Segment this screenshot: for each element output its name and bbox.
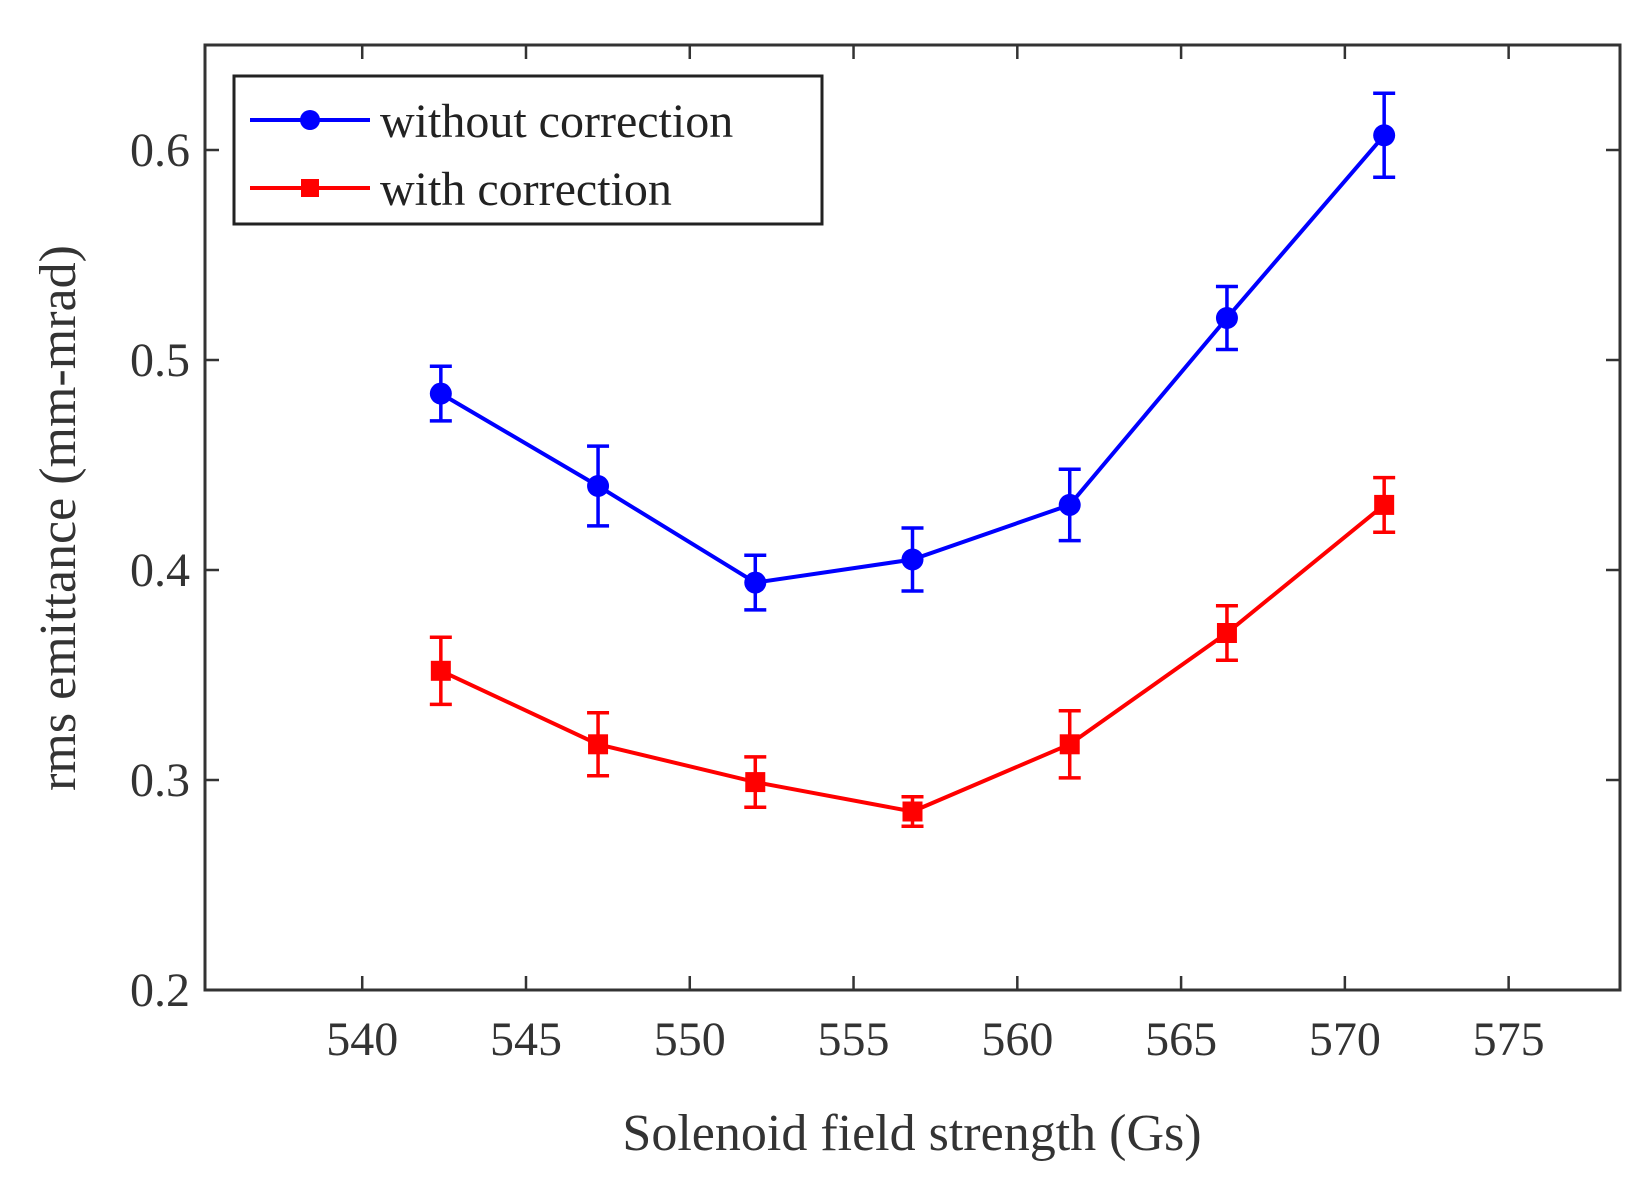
data-point bbox=[429, 382, 452, 405]
data-point bbox=[1373, 124, 1396, 147]
y-tick-labels: 0.2 0.3 0.4 0.5 0.6 bbox=[130, 124, 190, 1017]
data-point bbox=[1059, 734, 1080, 755]
x-tick-label: 555 bbox=[818, 1013, 890, 1066]
x-tick-label: 540 bbox=[326, 1013, 398, 1066]
axis-ticks bbox=[205, 45, 1620, 992]
y-tick-label: 0.5 bbox=[130, 334, 190, 387]
data-point bbox=[588, 734, 609, 755]
data-point bbox=[902, 801, 923, 822]
data-point bbox=[1216, 623, 1237, 643]
series-layer bbox=[429, 91, 1396, 828]
x-axis-title: Solenoid field strength (Gs) bbox=[622, 1105, 1201, 1162]
data-point bbox=[745, 772, 766, 793]
data-point bbox=[1215, 307, 1238, 329]
legend-box bbox=[232, 74, 824, 226]
y-tick-label: 0.3 bbox=[130, 754, 190, 807]
x-tick-labels: 540 545 550 555 560 565 570 575 bbox=[326, 1013, 1544, 1066]
x-tick-label: 550 bbox=[654, 1013, 726, 1066]
data-point bbox=[1058, 493, 1081, 516]
x-tick-label: 560 bbox=[981, 1013, 1053, 1066]
series-with-correction bbox=[429, 475, 1396, 828]
data-point bbox=[430, 660, 451, 681]
legend-marker-without-correction bbox=[300, 110, 320, 130]
x-tick-label: 570 bbox=[1309, 1013, 1381, 1066]
y-axis-title: rms emittance (mm-mrad) bbox=[30, 245, 87, 791]
data-point bbox=[1374, 494, 1395, 515]
data-point bbox=[587, 475, 610, 497]
x-tick-label: 565 bbox=[1145, 1013, 1217, 1066]
legend-label-with-correction: with correction bbox=[380, 163, 672, 216]
data-point bbox=[901, 548, 924, 571]
x-tick-label: 575 bbox=[1473, 1013, 1545, 1066]
y-tick-label: 0.2 bbox=[130, 964, 190, 1017]
y-tick-label: 0.6 bbox=[130, 124, 190, 177]
x-tick-label: 545 bbox=[490, 1013, 562, 1066]
series-without-correction bbox=[429, 91, 1396, 612]
data-point bbox=[744, 571, 767, 594]
y-tick-label: 0.4 bbox=[130, 544, 190, 597]
legend-marker-with-correction bbox=[301, 179, 319, 197]
legend-label-without-correction: without correction bbox=[380, 95, 733, 148]
legend: without correction with correction bbox=[232, 74, 824, 226]
